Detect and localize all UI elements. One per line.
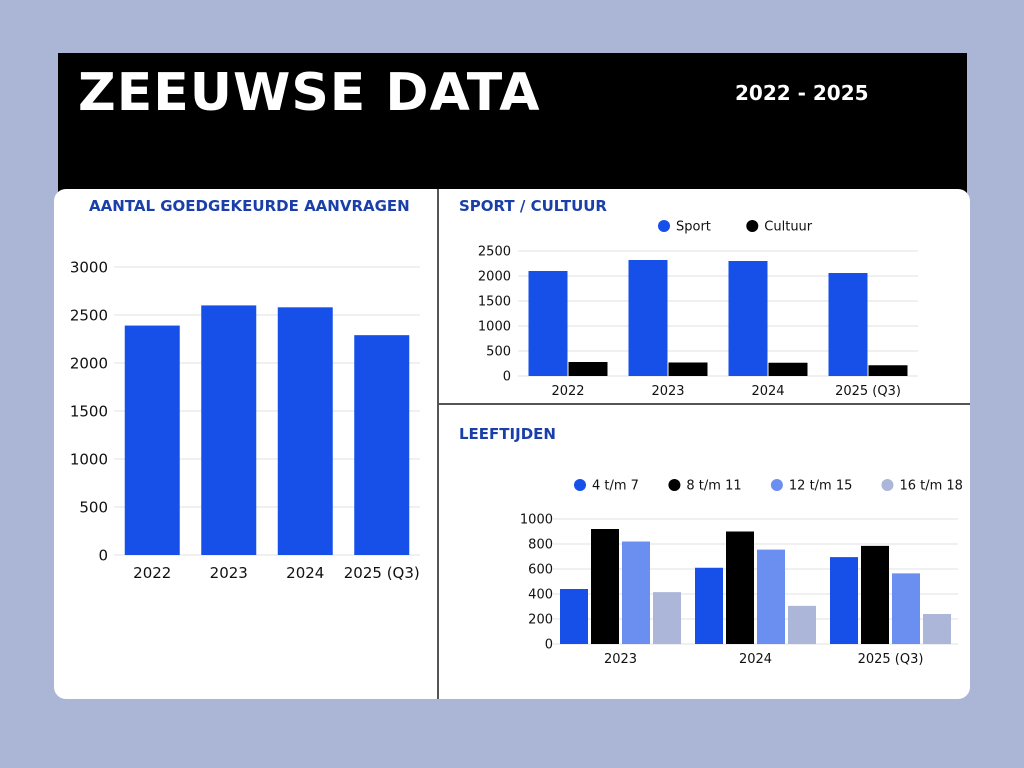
- aanvragen-bar: [201, 305, 257, 555]
- aanvragen-bar: [354, 335, 410, 555]
- aanvragen-x-tick-label: 2024: [286, 564, 324, 582]
- aanvragen-y-tick-label: 0: [98, 546, 108, 564]
- aanvragen-x-tick-label: 2022: [133, 564, 171, 582]
- leeftijden-bar: [861, 545, 889, 644]
- leeftijden-legend-marker: [574, 479, 586, 491]
- leeftijden-bar: [757, 549, 785, 644]
- sport-cultuur-x-tick-label: 2025 (Q3): [835, 384, 901, 399]
- sport-cultuur-x-tick-label: 2023: [651, 384, 684, 399]
- sport-cultuur-bar: [728, 261, 768, 376]
- sport-cultuur-bar: [868, 365, 908, 376]
- leeftijden-bar: [695, 567, 723, 644]
- chart-leeftijden: 0 200 400 600 800 1000 2023 2024 2025 (Q3) 4 t/m …: [520, 479, 963, 668]
- leeftijden-bar: [892, 573, 920, 644]
- sport-cultuur-bar: [528, 271, 568, 376]
- sport-cultuur-y-tick-label: 1500: [478, 295, 511, 310]
- leeftijden-legend-marker: [770, 479, 783, 491]
- horizontal-divider: [438, 403, 970, 405]
- sport-cultuur-y-tick-label: 0: [503, 370, 511, 385]
- sport-cultuur-legend-label: Sport: [676, 220, 711, 235]
- leeftijden-bar: [788, 605, 816, 644]
- aanvragen-x-tick-label: 2023: [210, 564, 248, 582]
- header-banner: ZEEUWSE DATA 2022 - 2025: [58, 53, 967, 213]
- chart-sport-cultuur: 0 500 1000 1500 2000 2500 2022 2023 2024 2025 (Q3…: [478, 220, 918, 399]
- sport-cultuur-bar: [668, 362, 708, 376]
- aanvragen-y-tick-label: 2000: [70, 354, 108, 372]
- aanvragen-y-tick-label: 3000: [70, 258, 108, 276]
- leeftijden-legend-marker: [881, 479, 894, 491]
- leeftijden-y-tick-label: 0: [545, 638, 553, 653]
- chart-aanvragen: 0 500 1000 1500 2000 2500 3000 2022 2023 2024 2025…: [70, 258, 420, 582]
- chart-title-aanvragen: AANTAL GOEDGEKEURDE AANVRAGEN: [89, 197, 410, 215]
- sport-cultuur-legend-label: Cultuur: [764, 220, 813, 235]
- page-title: ZEEUWSE DATA: [78, 63, 541, 123]
- sport-cultuur-y-tick-label: 500: [486, 345, 511, 360]
- chart-title-sport-cultuur: SPORT / CULTUUR: [459, 197, 607, 215]
- chart-title-leeftijden: LEEFTIJDEN: [459, 425, 556, 443]
- aanvragen-x-tick-label: 2025 (Q3): [344, 564, 420, 582]
- leeftijden-bar: [622, 541, 650, 644]
- aanvragen-y-tick-label: 2500: [70, 306, 108, 324]
- leeftijden-legend-marker: [668, 479, 681, 491]
- sport-cultuur-y-tick-label: 1000: [478, 320, 511, 335]
- vertical-divider: [437, 189, 439, 699]
- aanvragen-bar: [124, 325, 180, 555]
- leeftijden-bar: [830, 557, 858, 644]
- leeftijden-y-tick-label: 200: [528, 613, 553, 628]
- leeftijden-y-tick-label: 400: [528, 588, 553, 603]
- sport-cultuur-legend-marker: [658, 220, 670, 232]
- sport-cultuur-y-tick-label: 2500: [478, 245, 511, 260]
- leeftijden-y-tick-label: 1000: [520, 513, 553, 528]
- leeftijden-x-tick-label: 2024: [739, 652, 772, 667]
- leeftijden-bar: [653, 592, 681, 644]
- leeftijden-bar: [923, 614, 951, 644]
- aanvragen-y-tick-label: 500: [79, 498, 108, 516]
- leeftijden-bar: [726, 531, 754, 644]
- leeftijden-y-tick-label: 800: [528, 538, 553, 553]
- sport-cultuur-x-tick-label: 2022: [551, 384, 584, 399]
- leeftijden-legend-label: 4 t/m 7: [592, 479, 639, 494]
- sport-cultuur-x-tick-label: 2024: [751, 384, 784, 399]
- charts-card: AANTAL GOEDGEKEURDE AANVRAGEN SPORT / CU…: [54, 189, 970, 699]
- leeftijden-legend-label: 12 t/m 15: [789, 479, 853, 494]
- leeftijden-legend-label: 16 t/m 18: [899, 479, 963, 494]
- sport-cultuur-bar: [628, 260, 668, 376]
- sport-cultuur-bar: [828, 273, 868, 376]
- leeftijden-bar: [560, 589, 588, 644]
- leeftijden-legend-label: 8 t/m 11: [686, 479, 741, 494]
- period-label: 2022 - 2025: [735, 81, 869, 105]
- leeftijden-bar: [591, 529, 619, 644]
- leeftijden-x-tick-label: 2023: [604, 652, 637, 667]
- sport-cultuur-bar: [768, 362, 808, 376]
- leeftijden-y-tick-label: 600: [528, 563, 553, 578]
- aanvragen-bar: [277, 307, 333, 555]
- aanvragen-y-tick-label: 1000: [70, 450, 108, 468]
- aanvragen-y-tick-label: 1500: [70, 402, 108, 420]
- sport-cultuur-y-tick-label: 2000: [478, 270, 511, 285]
- sport-cultuur-bar: [568, 362, 608, 376]
- sport-cultuur-legend-marker: [746, 220, 759, 232]
- leeftijden-x-tick-label: 2025 (Q3): [858, 652, 924, 667]
